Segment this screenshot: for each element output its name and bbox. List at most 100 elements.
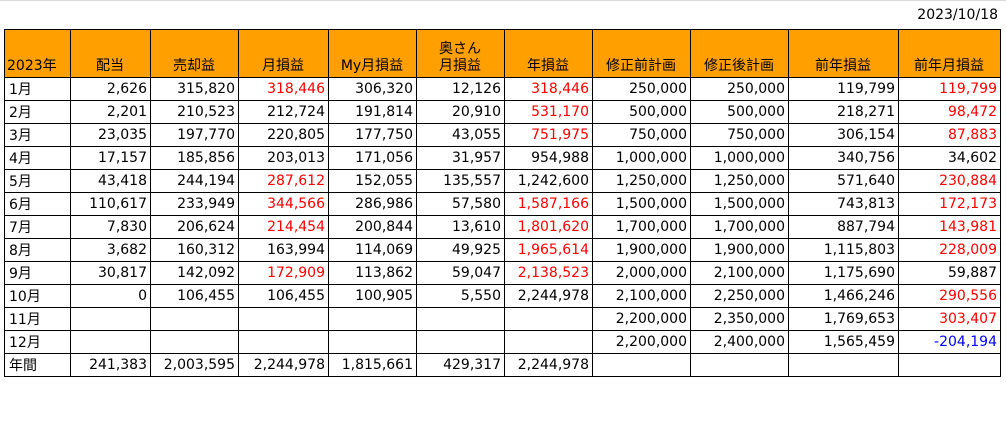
header-plan-before: 修正前計画 (592, 29, 691, 78)
cell-prev-year-pl: 1,769,653 (788, 307, 899, 331)
table-row: 10月 0 106,455 106,455 100,905 5,550 2,244,978 2… (4, 284, 1001, 308)
cell-wife-monthly-pl: 59,047 (416, 261, 505, 285)
header-my-monthly-pl: My月損益 (328, 29, 417, 78)
header-sale-profit: 売却益 (150, 29, 239, 78)
cell-my-monthly-pl: 306,320 (328, 77, 417, 101)
cell-wife-monthly-pl (416, 307, 505, 331)
cell-my-monthly-pl: 200,844 (328, 215, 417, 239)
cell-monthly-pl: 2,244,978 (238, 353, 329, 377)
cell-wife-monthly-pl: 5,550 (416, 284, 505, 308)
cell-plan-after: 250,000 (690, 77, 789, 101)
cell-annual-pl: 1,801,620 (504, 215, 593, 239)
cell-prev-year-pl: 1,175,690 (788, 261, 899, 285)
cell-my-monthly-pl: 114,069 (328, 238, 417, 262)
cell-plan-after: 1,000,000 (690, 146, 789, 170)
cell-annual-pl: 531,170 (504, 100, 593, 124)
cell-annual-pl: 954,988 (504, 146, 593, 170)
cell-monthly-pl (238, 307, 329, 331)
cell-sale-profit: 160,312 (150, 238, 239, 262)
header-row: 2023年 配当 売却益 月損益 My月損益 奥さん 月損益 年損益 修正前計画… (4, 29, 1001, 78)
cell-monthly-pl: 106,455 (238, 284, 329, 308)
cell-dividend: 23,035 (70, 123, 151, 147)
cell-monthly-pl: 220,805 (238, 123, 329, 147)
cell-plan-after: 1,900,000 (690, 238, 789, 262)
cell-prev-year-pl: 340,756 (788, 146, 899, 170)
header-annual-pl: 年損益 (504, 29, 593, 78)
cell-annual-pl: 1,242,600 (504, 169, 593, 193)
cell-sale-profit: 244,194 (150, 169, 239, 193)
cell-annual-pl: 1,587,166 (504, 192, 593, 216)
cell-my-monthly-pl (328, 330, 417, 354)
cell-monthly-pl: 214,454 (238, 215, 329, 239)
cell-dividend (70, 307, 151, 331)
cell-month: 12月 (4, 330, 71, 354)
cell-monthly-pl: 203,013 (238, 146, 329, 170)
report-date: 2023/10/18 (917, 7, 998, 23)
cell-prev-year-monthly-pl: 172,173 (898, 192, 1001, 216)
cell-month: 8月 (4, 238, 71, 262)
cell-my-monthly-pl: 1,815,661 (328, 353, 417, 377)
table-row: 4月 17,157 185,856 203,013 171,056 31,957 954,9… (4, 146, 1001, 170)
cell-plan-before: 2,200,000 (592, 307, 691, 331)
cell-plan-before: 1,500,000 (592, 192, 691, 216)
cell-sale-profit: 197,770 (150, 123, 239, 147)
header-prev-year-monthly-pl: 前年月損益 (898, 29, 1001, 78)
cell-month: 7月 (4, 215, 71, 239)
cell-prev-year-monthly-pl: 59,887 (898, 261, 1001, 285)
cell-month: 9月 (4, 261, 71, 285)
cell-plan-before: 500,000 (592, 100, 691, 124)
cell-dividend: 110,617 (70, 192, 151, 216)
cell-plan-after: 500,000 (690, 100, 789, 124)
cell-dividend: 17,157 (70, 146, 151, 170)
cell-wife-monthly-pl: 43,055 (416, 123, 505, 147)
cell-sale-profit: 2,003,595 (150, 353, 239, 377)
table-row: 年間 241,383 2,003,595 2,244,978 1,815,661 429,… (4, 353, 1001, 377)
cell-month: 11月 (4, 307, 71, 331)
cell-prev-year-monthly-pl: 290,556 (898, 284, 1001, 308)
cell-monthly-pl: 212,724 (238, 100, 329, 124)
cell-my-monthly-pl: 191,814 (328, 100, 417, 124)
cell-prev-year-monthly-pl: 87,883 (898, 123, 1001, 147)
cell-prev-year-pl: 306,154 (788, 123, 899, 147)
cell-month: 6月 (4, 192, 71, 216)
table-row: 6月 110,617 233,949 344,566 286,986 57,580 1,58… (4, 192, 1001, 216)
cell-my-monthly-pl: 113,862 (328, 261, 417, 285)
cell-dividend: 30,817 (70, 261, 151, 285)
table-row: 3月 23,035 197,770 220,805 177,750 43,055 751,9… (4, 123, 1001, 147)
cell-month: 3月 (4, 123, 71, 147)
cell-dividend: 2,201 (70, 100, 151, 124)
cell-plan-before: 1,000,000 (592, 146, 691, 170)
cell-dividend: 43,418 (70, 169, 151, 193)
cell-prev-year-pl: 1,466,246 (788, 284, 899, 308)
cell-monthly-pl: 344,566 (238, 192, 329, 216)
cell-prev-year-monthly-pl (898, 353, 1001, 377)
cell-prev-year-pl: 1,565,459 (788, 330, 899, 354)
cell-sale-profit: 233,949 (150, 192, 239, 216)
cell-plan-after: 2,350,000 (690, 307, 789, 331)
cell-my-monthly-pl (328, 307, 417, 331)
table-row: 1月 2,626 315,820 318,446 306,320 12,126 318,44… (4, 77, 1001, 101)
cell-prev-year-monthly-pl: 143,981 (898, 215, 1001, 239)
cell-sale-profit (150, 307, 239, 331)
cell-wife-monthly-pl: 13,610 (416, 215, 505, 239)
cell-wife-monthly-pl: 20,910 (416, 100, 505, 124)
table-row: 11月 2,200,000 2,350,000 1,769,653 303,407 (4, 307, 1001, 331)
cell-monthly-pl: 318,446 (238, 77, 329, 101)
cell-wife-monthly-pl: 429,317 (416, 353, 505, 377)
cell-prev-year-monthly-pl: 119,799 (898, 77, 1001, 101)
cell-plan-before: 2,200,000 (592, 330, 691, 354)
cell-prev-year-monthly-pl: -204,194 (898, 330, 1001, 354)
cell-annual-pl (504, 330, 593, 354)
header-dividend: 配当 (70, 29, 151, 78)
cell-annual-pl: 1,965,614 (504, 238, 593, 262)
cell-sale-profit: 210,523 (150, 100, 239, 124)
cell-annual-pl: 2,244,978 (504, 353, 593, 377)
cell-sale-profit: 206,624 (150, 215, 239, 239)
table-body: 1月 2,626 315,820 318,446 306,320 12,126 318,44… (4, 77, 1001, 377)
cell-monthly-pl: 163,994 (238, 238, 329, 262)
cell-prev-year-pl: 1,115,803 (788, 238, 899, 262)
cell-annual-pl: 2,138,523 (504, 261, 593, 285)
cell-plan-before: 2,100,000 (592, 284, 691, 308)
cell-dividend: 3,682 (70, 238, 151, 262)
cell-month: 4月 (4, 146, 71, 170)
